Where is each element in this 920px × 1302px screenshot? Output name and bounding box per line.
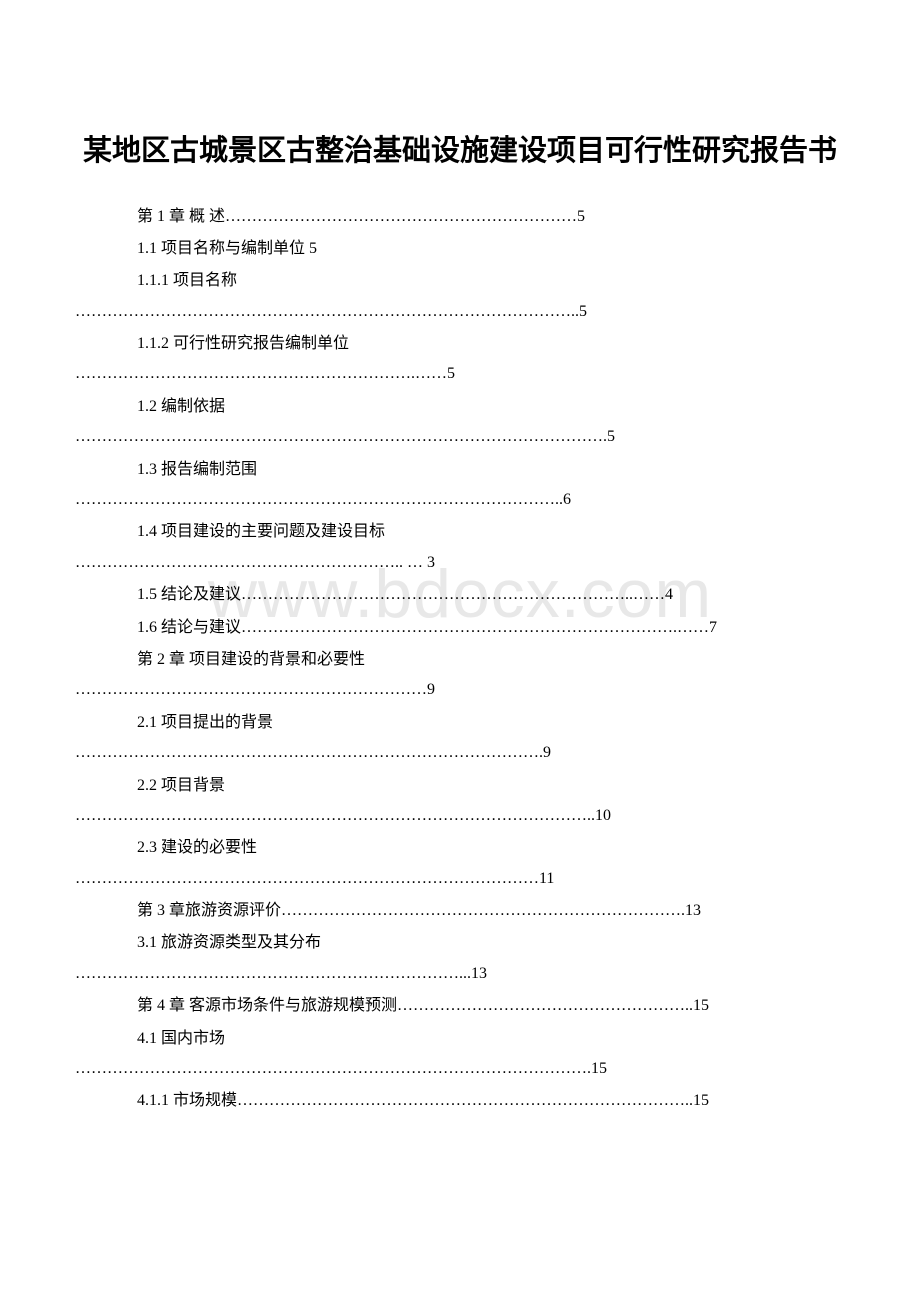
toc-entry-text: 1.1.2 可行性研究报告编制单位 [75, 329, 845, 359]
toc-entry-dots: …………………………………………………….. … 3 [75, 548, 845, 578]
toc-entry-text: 1.2 编制依据 [75, 392, 845, 422]
toc-entry: 1.2 编制依据……………………………………………………………………………………… [75, 392, 845, 453]
toc-entry-text: 第 2 章 项目建设的背景和必要性 [75, 645, 845, 675]
toc-entry-text: 2.3 建设的必要性 [75, 833, 845, 863]
toc-entry-text: 4.1 国内市场 [75, 1024, 845, 1054]
toc-entry: 第 1 章 概 述…………………………………………………………5 [75, 202, 845, 232]
toc-entry-text: 1.4 项目建设的主要问题及建设目标 [75, 517, 845, 547]
toc-entry-text: 1.1.1 项目名称 [75, 266, 845, 296]
toc-entry-text: 1.5 结论及建议………………………………………………………………..……4 [75, 580, 845, 610]
toc-entry: 1.4 项目建设的主要问题及建设目标……………………………………………………..… [75, 517, 845, 578]
toc-entry-text: 1.1 项目名称与编制单位 5 [75, 234, 845, 264]
toc-entry: 第 2 章 项目建设的背景和必要性…………………………………………………………9 [75, 645, 845, 706]
toc-entry: 1.6 结论与建议……………………………………………………………………….……7 [75, 613, 845, 643]
toc-entry-text: 第 1 章 概 述…………………………………………………………5 [75, 202, 845, 232]
toc-entry-text: 3.1 旅游资源类型及其分布 [75, 928, 845, 958]
toc-entry-dots: ………………………………………………………………...13 [75, 959, 845, 989]
toc-entry: 第 3 章旅游资源评价………………………………………………………………….13 [75, 896, 845, 926]
toc-entry-text: 第 3 章旅游资源评价………………………………………………………………….13 [75, 896, 845, 926]
toc-entry: 1.1.2 可行性研究报告编制单位……………………………………………………….…… [75, 329, 845, 390]
toc-entry: 4.1.1 市场规模…………………………………………………………………………..… [75, 1086, 845, 1116]
toc-entry: 第 4 章 客源市场条件与旅游规模预测………………………………………………..1… [75, 991, 845, 1021]
toc-entry-dots: …………………………………………………………………………….9 [75, 738, 845, 768]
toc-entry-dots: ………………………………………………………………………………..6 [75, 485, 845, 515]
toc-entry-dots: ……………………………………………………………………………11 [75, 864, 845, 894]
toc-entry: 2.3 建设的必要性……………………………………………………………………………1… [75, 833, 845, 894]
toc-entry-text: 1.6 结论与建议……………………………………………………………………….……7 [75, 613, 845, 643]
toc-entry-text: 2.1 项目提出的背景 [75, 708, 845, 738]
toc-entry: 2.2 项目背景……………………………………………………………………………………… [75, 771, 845, 832]
toc-entry-dots: ……………………………………………………………………………………..10 [75, 801, 845, 831]
document-content: 某地区古城景区古整治基础设施建设项目可行性研究报告书 第 1 章 概 述…………… [75, 130, 845, 1117]
toc-entry-text: 1.3 报告编制范围 [75, 455, 845, 485]
toc-entry-text: 2.2 项目背景 [75, 771, 845, 801]
toc-entry: 1.1 项目名称与编制单位 5 [75, 234, 845, 264]
toc-entry: 2.1 项目提出的背景……………………………………………………………………………… [75, 708, 845, 769]
document-title: 某地区古城景区古整治基础设施建设项目可行性研究报告书 [75, 130, 845, 174]
table-of-contents: 第 1 章 概 述…………………………………………………………51.1 项目名称… [75, 202, 845, 1117]
toc-entry-dots: …………………………………………………………………………………..5 [75, 297, 845, 327]
toc-entry: 3.1 旅游资源类型及其分布………………………………………………………………..… [75, 928, 845, 989]
toc-entry-dots: ……………………………………………………………………………………….5 [75, 422, 845, 452]
toc-entry-dots: …………………………………………………………………………………….15 [75, 1054, 845, 1084]
toc-entry: 1.1.1 项目名称………………………………………………………………………………… [75, 266, 845, 327]
toc-entry-text: 第 4 章 客源市场条件与旅游规模预测………………………………………………..1… [75, 991, 845, 1021]
toc-entry-dots: …………………………………………………………9 [75, 675, 845, 705]
toc-entry: 1.3 报告编制范围………………………………………………………………………………… [75, 455, 845, 516]
toc-entry: 4.1 国内市场……………………………………………………………………………………… [75, 1024, 845, 1085]
toc-entry-dots: ……………………………………………………….……5 [75, 359, 845, 389]
toc-entry: 1.5 结论及建议………………………………………………………………..……4 [75, 580, 845, 610]
toc-entry-text: 4.1.1 市场规模…………………………………………………………………………..… [75, 1086, 845, 1116]
